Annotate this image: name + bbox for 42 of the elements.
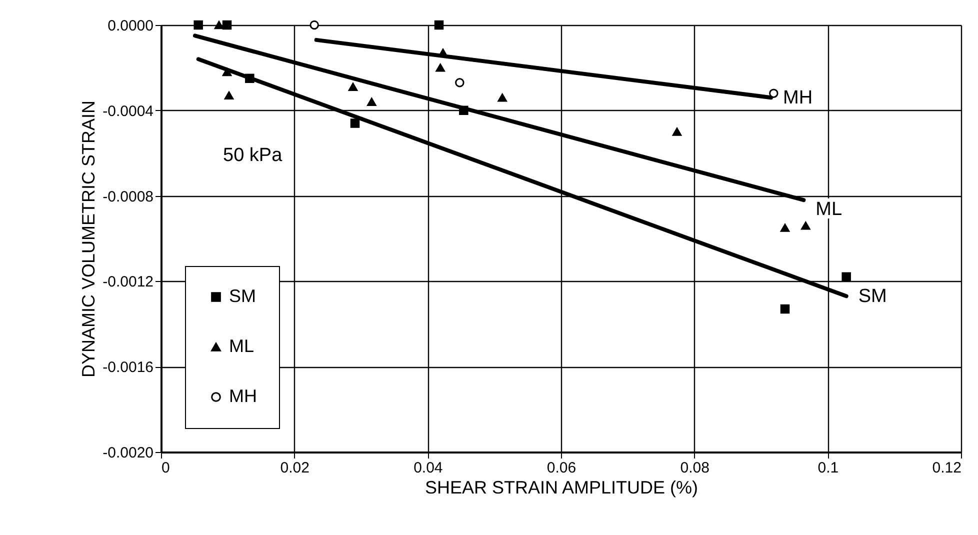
x-tick-label: 0.04 [414, 460, 443, 476]
x-tick-label: 0.08 [680, 460, 710, 476]
point [367, 98, 376, 106]
y-tick-label: -0.0016 [102, 359, 154, 376]
legend-label: ML [229, 336, 254, 356]
y-tick-label: -0.0012 [102, 274, 154, 291]
point [348, 82, 358, 92]
point [434, 20, 444, 30]
y-tick-label: -0.0008 [102, 188, 154, 206]
x-tick-label: 0 [162, 460, 170, 476]
point [214, 20, 224, 30]
point [780, 224, 790, 232]
x-axis-title: SHEAR STRAIN AMPLITUDE (%) [424, 478, 698, 498]
y-tick-label: 0.0000 [108, 18, 154, 34]
point [769, 88, 778, 98]
x-tick-label: 0.06 [546, 460, 576, 476]
point [672, 128, 682, 136]
legend-label: MH [229, 386, 257, 406]
annotation: 50 kPa [223, 145, 283, 166]
x-tick-label: 0.1 [818, 460, 839, 476]
y-tick-label: -0.0004 [102, 102, 154, 120]
point [245, 74, 254, 83]
point [310, 20, 319, 30]
point [436, 64, 445, 72]
point [842, 272, 851, 282]
point [455, 78, 464, 88]
x-tick-label: 0.12 [932, 460, 962, 476]
point [224, 91, 234, 100]
point [498, 93, 507, 102]
series-label: MH [783, 87, 813, 108]
legend-label: SM [229, 286, 256, 306]
series-label: SM [858, 286, 887, 308]
point [194, 20, 203, 30]
y-axis-title: DYNAMIC VOLUMETRIC STRAIN [78, 100, 99, 378]
point [350, 118, 360, 128]
point [801, 222, 810, 230]
point [222, 20, 232, 30]
point [222, 68, 232, 76]
point [459, 106, 468, 116]
x-tick-label: 0.02 [280, 460, 310, 476]
y-tick-label: -0.0020 [102, 444, 154, 462]
point [780, 304, 790, 314]
